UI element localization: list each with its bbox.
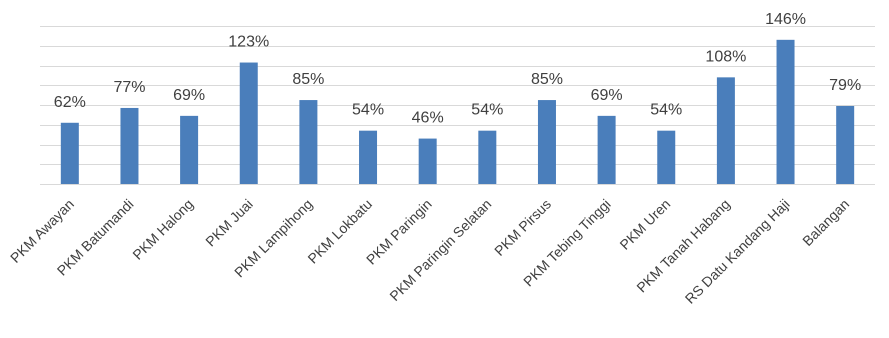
data-label: 69% [173, 87, 205, 104]
data-label: 85% [531, 71, 563, 88]
data-label: 54% [650, 102, 682, 119]
x-tick-label: PKM Juai [202, 196, 256, 250]
bar [776, 39, 795, 185]
bar [657, 130, 676, 184]
bar [60, 122, 79, 184]
data-label: 54% [471, 102, 503, 119]
data-label: 123% [228, 34, 269, 51]
bar [418, 138, 437, 184]
x-tick-label: PKM Halong [129, 196, 196, 263]
x-tick-label: PKM Paringin Selatan [386, 196, 494, 304]
x-tick-label: Balangan [799, 196, 852, 249]
data-label: 69% [591, 87, 623, 104]
gridlines [40, 26, 875, 185]
bar [716, 77, 735, 184]
bar [180, 115, 199, 184]
x-tick-label: RS Datu Kandang Haji [682, 196, 793, 307]
bar [836, 105, 855, 184]
bar [359, 130, 378, 184]
bar [597, 115, 616, 184]
data-labels: 62% 77% 69% 123% 85% 54% 46% 54% 85% 69% 54% 108% 14… [54, 11, 861, 127]
data-label: 85% [292, 71, 324, 88]
bar [120, 107, 139, 184]
x-tick-label: PKM Uren [616, 196, 673, 253]
data-label: 46% [412, 110, 444, 127]
bar [299, 100, 318, 184]
data-label: 146% [765, 11, 806, 28]
data-label: 77% [113, 79, 145, 96]
bar [478, 130, 497, 184]
data-label: 62% [54, 94, 86, 111]
data-label: 108% [705, 48, 746, 65]
bar [537, 100, 556, 184]
data-label: 79% [829, 77, 861, 94]
bars [60, 39, 855, 185]
data-label: 54% [352, 102, 384, 119]
bar [239, 62, 258, 184]
x-tick-label: PKM Pirsus [491, 196, 554, 259]
